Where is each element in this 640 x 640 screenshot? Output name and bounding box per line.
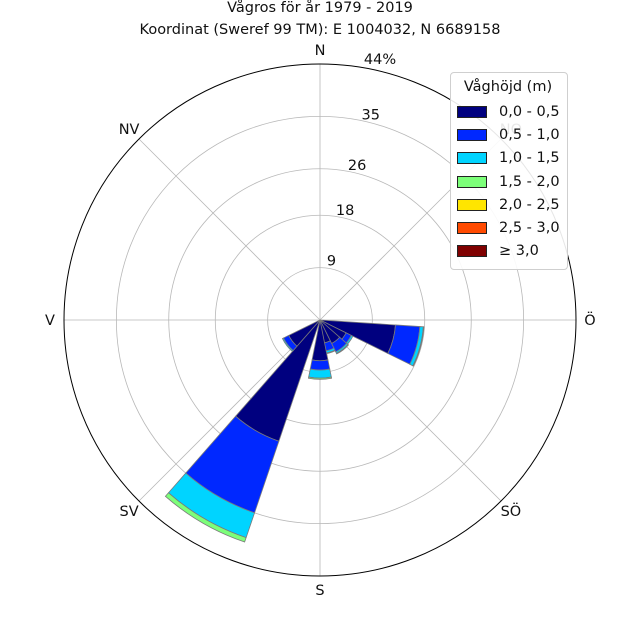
grid-spoke — [319, 319, 502, 502]
legend-label: 0,0 - 0,5 — [499, 103, 560, 120]
rose-bar-segment — [308, 368, 332, 379]
legend-item: 2,0 - 2,5 — [457, 193, 560, 216]
chart-subtitle: Koordinat (Sweref 99 TM): E 1004032, N 6… — [140, 22, 501, 38]
legend-swatch — [457, 198, 487, 211]
legend-item: 1,0 - 1,5 — [457, 147, 560, 170]
rose-bar-segment — [164, 492, 247, 543]
legend-swatch — [457, 222, 487, 235]
radial-tick-label: 35 — [361, 107, 379, 123]
direction-label: N — [315, 43, 326, 59]
radial-tick-labels: 44% 9 18 26 35 — [327, 52, 396, 269]
chart-title: Vågros för år 1979 - 2019 — [227, 0, 413, 16]
legend-item: 0,5 - 1,0 — [457, 123, 560, 146]
legend-swatch — [457, 105, 487, 118]
grid-spoke — [138, 138, 321, 321]
rose-bar-segment — [335, 343, 349, 355]
legend-label: 2,5 - 3,0 — [499, 220, 560, 237]
polar-grid — [63, 63, 577, 577]
direction-label: SÖ — [501, 502, 522, 520]
radial-tick-label: 18 — [336, 203, 354, 219]
rose-bar-segment — [309, 359, 331, 371]
legend-label: 0,5 - 1,0 — [499, 126, 560, 143]
direction-label: V — [45, 313, 55, 329]
legend-swatch — [457, 175, 487, 188]
legend-item: 2,5 - 3,0 — [457, 216, 560, 239]
legend: Våghöjd (m) 0,0 - 0,5 0,5 - 1,0 1,0 - 1,5 1… — [450, 72, 568, 271]
rose-bar-segment — [281, 337, 294, 353]
legend-label: 1,0 - 1,5 — [499, 150, 560, 167]
legend-label: ≥ 3,0 — [499, 243, 539, 260]
radial-tick-label: 26 — [348, 158, 366, 174]
legend-label: 2,0 - 2,5 — [499, 196, 560, 213]
direction-label: SV — [120, 504, 139, 520]
grid-spoke — [138, 319, 321, 502]
legend-title: Våghöjd (m) — [463, 79, 553, 95]
legend-item: 1,5 - 2,0 — [457, 170, 560, 193]
legend-swatch — [457, 128, 487, 141]
radial-max-label: 44% — [364, 52, 396, 68]
rose-bars — [164, 319, 425, 543]
legend-item: ≥ 3,0 — [457, 240, 559, 263]
legend-swatch — [457, 245, 487, 258]
rose-bar-segment — [412, 326, 425, 367]
direction-label: S — [315, 583, 324, 599]
legend-item: 0,0 - 0,5 — [457, 100, 560, 123]
legend-swatch — [457, 152, 487, 165]
direction-label: Ö — [584, 311, 595, 329]
outer-circle — [63, 63, 577, 577]
legend-label: 1,5 - 2,0 — [499, 173, 560, 190]
rose-bar-segment — [307, 376, 333, 380]
rose-bar-segment — [235, 319, 321, 442]
radial-tick-label: 9 — [327, 253, 336, 269]
direction-label: NV — [119, 122, 140, 138]
legend-items: 0,0 - 0,5 0,5 - 1,0 1,0 - 1,5 1,5 - 2,0 2,0 … — [457, 100, 560, 263]
